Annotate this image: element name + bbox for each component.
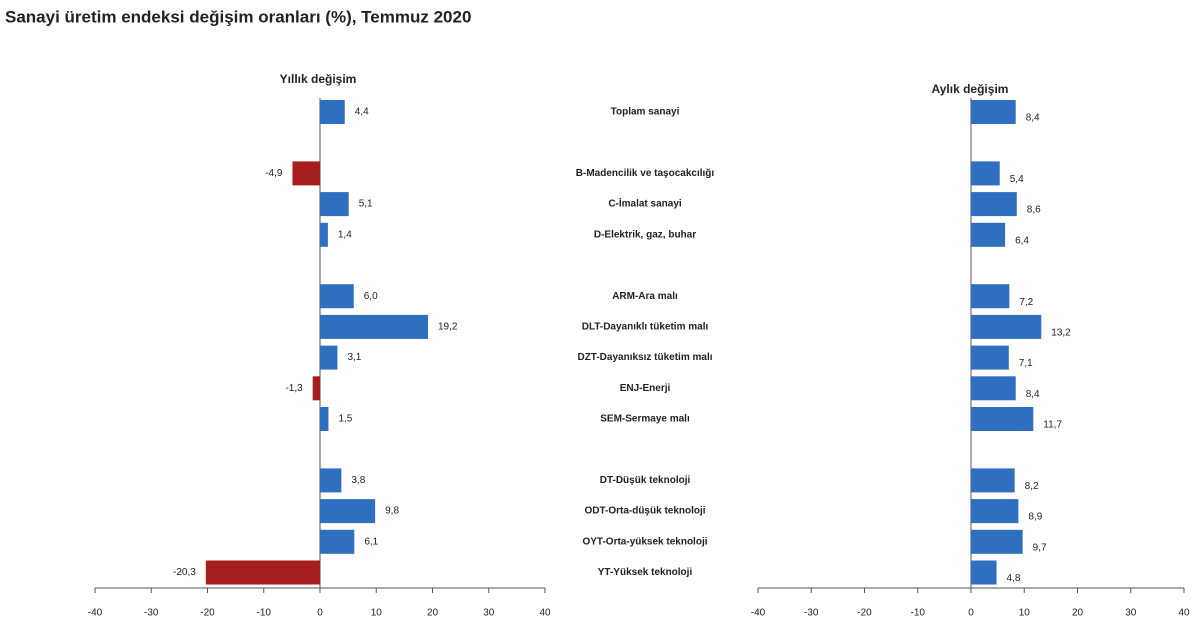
category-label: ENJ-Enerji xyxy=(620,383,671,394)
x-tick-label: 40 xyxy=(539,608,551,619)
bar xyxy=(320,345,338,370)
category-label: C-İmalat sanayi xyxy=(608,197,682,210)
bar xyxy=(320,407,329,431)
bar xyxy=(320,529,355,554)
bar xyxy=(312,376,320,401)
category-label: DT-Düşük teknoloji xyxy=(600,475,691,486)
value-label: -20,3 xyxy=(173,567,196,578)
category-label: DZT-Dayanıksız tüketim malı xyxy=(577,352,712,363)
category-label: Toplam sanayi xyxy=(611,107,680,118)
value-label: 8,4 xyxy=(1026,389,1040,400)
x-tick-label: 10 xyxy=(1019,608,1031,619)
bar xyxy=(320,468,342,493)
value-label: 3,1 xyxy=(347,352,361,363)
category-label: SEM-Sermaye malı xyxy=(600,414,690,425)
bar xyxy=(971,499,1019,524)
value-label: 1,5 xyxy=(338,414,352,425)
bar xyxy=(971,161,1000,186)
bar xyxy=(320,222,328,247)
value-label: 8,6 xyxy=(1027,205,1041,216)
bar xyxy=(971,192,1017,217)
value-label: 6,4 xyxy=(1015,235,1029,246)
x-tick-label: 10 xyxy=(371,608,383,619)
value-label: 8,4 xyxy=(1026,113,1040,124)
value-label: 9,7 xyxy=(1033,542,1047,553)
x-tick-label: 30 xyxy=(483,608,495,619)
value-label: 1,4 xyxy=(338,229,352,240)
x-tick-label: -30 xyxy=(144,608,159,619)
bar xyxy=(320,499,376,524)
x-tick-label: -10 xyxy=(911,608,926,619)
category-label: YT-Yüksek teknoloji xyxy=(598,567,693,578)
bar xyxy=(971,529,1023,554)
value-label: 5,1 xyxy=(359,199,373,210)
bar xyxy=(971,314,1042,339)
value-label: 7,1 xyxy=(1019,358,1033,369)
value-label: 13,2 xyxy=(1051,328,1071,339)
bar xyxy=(971,222,1006,247)
category-label: ARM-Ara malı xyxy=(612,291,678,302)
panel-title: Yıllık değişim xyxy=(280,72,357,86)
value-label: -4,9 xyxy=(265,168,283,179)
value-label: 11,7 xyxy=(1043,420,1062,431)
bar xyxy=(971,376,1016,401)
chart-title: Sanayi üretim endeksi değişim oranları (… xyxy=(5,7,471,26)
bar xyxy=(971,284,1010,309)
bar xyxy=(320,192,349,217)
x-tick-label: -40 xyxy=(751,608,766,619)
bar xyxy=(971,560,997,585)
x-tick-label: -20 xyxy=(857,608,872,619)
x-tick-label: 20 xyxy=(427,608,439,619)
value-label: 4,4 xyxy=(355,107,369,118)
x-tick-label: 0 xyxy=(317,608,323,619)
value-label: -1,3 xyxy=(285,383,303,394)
bar xyxy=(320,100,345,124)
bar xyxy=(971,345,1009,370)
bar xyxy=(971,468,1015,493)
value-label: 8,9 xyxy=(1028,512,1042,523)
value-label: 8,2 xyxy=(1025,481,1039,492)
x-tick-label: 40 xyxy=(1178,608,1190,619)
bar xyxy=(971,100,1016,124)
value-label: 4,8 xyxy=(1007,573,1021,584)
value-label: 19,2 xyxy=(438,322,458,333)
category-label: B-Madencilik ve taşocakcılığı xyxy=(576,168,715,179)
bar xyxy=(292,161,320,186)
value-label: 5,4 xyxy=(1010,174,1024,185)
bar xyxy=(320,314,428,339)
category-label: D-Elektrik, gaz, buhar xyxy=(594,229,696,240)
x-tick-label: -10 xyxy=(257,608,272,619)
value-label: 9,8 xyxy=(385,506,399,517)
category-label: OYT-Orta-yüksek teknoloji xyxy=(582,536,707,547)
bar xyxy=(320,284,354,309)
bar xyxy=(971,407,1034,431)
category-label: ODT-Orta-düşük teknoloji xyxy=(584,506,705,517)
x-tick-label: -40 xyxy=(88,608,103,619)
value-label: 6,0 xyxy=(364,291,378,302)
value-label: 3,8 xyxy=(351,475,365,486)
panel-title: Aylık değişim xyxy=(932,82,1009,96)
value-label: 7,2 xyxy=(1019,297,1033,308)
x-tick-label: 0 xyxy=(968,608,974,619)
category-label: DLT-Dayanıklı tüketim malı xyxy=(582,322,709,333)
x-tick-label: 30 xyxy=(1125,608,1137,619)
x-tick-label: 20 xyxy=(1072,608,1084,619)
bar xyxy=(205,560,320,585)
x-tick-label: -20 xyxy=(200,608,215,619)
x-tick-label: -30 xyxy=(804,608,819,619)
value-label: 6,1 xyxy=(364,536,378,547)
